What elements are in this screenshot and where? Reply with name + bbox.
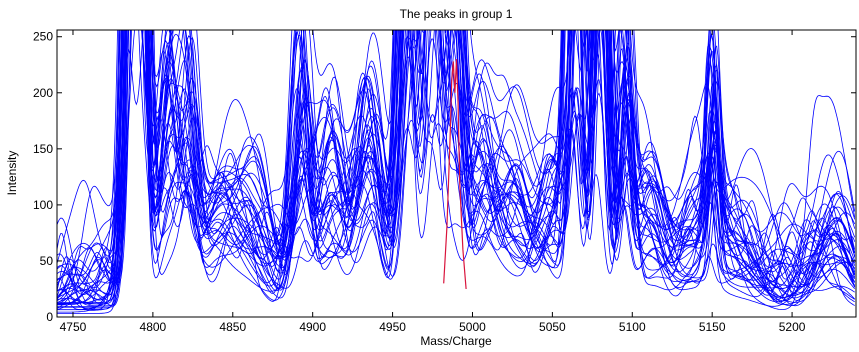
x-tick-label: 5000 — [459, 320, 486, 334]
y-tick-label: 0 — [46, 310, 53, 324]
spectrum-line — [57, 30, 856, 306]
spectrum-line — [57, 30, 855, 301]
spectrum-line — [57, 30, 856, 305]
y-tick-label: 50 — [40, 254, 54, 268]
y-tick-label: 100 — [33, 198, 53, 212]
x-axis-label: Mass/Charge — [420, 334, 492, 348]
x-tick-label: 4900 — [299, 320, 326, 334]
y-axis-ticks: 0 50 100 150 200 250 — [33, 30, 856, 324]
spectrum-line — [57, 30, 856, 297]
highlight-spectrum-line — [443, 59, 467, 290]
spectra-lines — [57, 30, 856, 314]
y-tick-label: 150 — [33, 142, 53, 156]
spectrum-line — [57, 30, 855, 309]
spectrum-line — [57, 30, 856, 306]
spectrum-line — [57, 30, 856, 314]
spectrum-line — [57, 30, 856, 313]
spectrum-line — [57, 30, 855, 307]
highlight-series — [443, 59, 467, 290]
y-axis-label: Intensity — [5, 151, 19, 196]
spectrum-line — [57, 30, 856, 305]
spectrum-line — [57, 30, 856, 307]
spectrum-line — [57, 30, 856, 299]
y-tick-label: 200 — [33, 86, 53, 100]
x-axis-ticks: 4750 4800 4850 4900 4950 5000 5050 5100 5150 5200 — [60, 30, 806, 334]
x-tick-label: 4850 — [219, 320, 246, 334]
x-tick-label: 5150 — [699, 320, 726, 334]
x-tick-label: 5050 — [539, 320, 566, 334]
y-tick-label: 250 — [33, 30, 53, 44]
chart-title: The peaks in group 1 — [400, 7, 513, 21]
x-tick-label: 4750 — [60, 320, 87, 334]
x-tick-label: 5100 — [619, 320, 646, 334]
x-tick-label: 4950 — [379, 320, 406, 334]
plot-frame — [56, 29, 857, 318]
spectrum-line — [57, 30, 856, 297]
spectrum-line — [57, 30, 856, 307]
x-tick-label: 4800 — [140, 320, 167, 334]
x-tick-label: 5200 — [779, 320, 806, 334]
